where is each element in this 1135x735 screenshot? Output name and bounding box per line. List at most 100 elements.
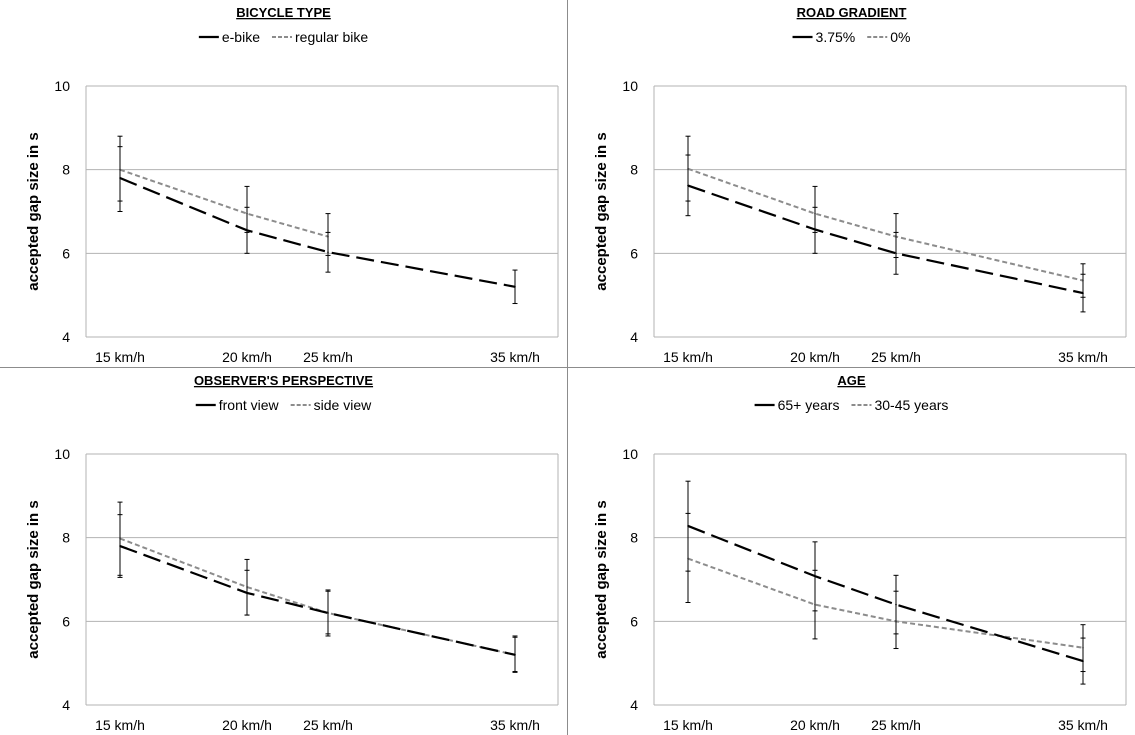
x-tick-label: 25 km/h [303, 349, 353, 365]
legend-entry-e-bike: e-bike [198, 29, 260, 45]
y-axis-label: accepted gap size in s [593, 500, 610, 658]
data-point [1082, 660, 1084, 662]
error-bar [117, 146, 123, 212]
data-point [246, 592, 248, 594]
series-line [687, 184, 1084, 295]
data-point [514, 654, 516, 656]
chart-panel-age: AGE 65+ years 30-45 years 4 6 8 10 15 km/h 20 km… [568, 368, 1135, 735]
data-point [119, 177, 121, 179]
chart-svg: ROAD GRADIENT 3.75% 0% 4 6 8 10 15 km/h 20 km/h 2… [593, 5, 1127, 365]
legend-label: front view [219, 397, 280, 413]
y-axis-label: accepted gap size in s [25, 500, 42, 658]
y-tick-label: 4 [630, 329, 638, 345]
chart-title: BICYCLE TYPE [236, 5, 331, 20]
x-tick-label: 20 km/h [790, 349, 840, 365]
series-side-view [117, 501, 518, 673]
series-line [119, 168, 329, 238]
legend-label: 30-45 years [874, 397, 948, 413]
data-point [814, 575, 816, 577]
chart-svg: BICYCLE TYPE e-bike regular bike 4 6 8 10 15 km… [25, 5, 559, 365]
x-tick-label: 15 km/h [663, 717, 713, 733]
y-tick-label: 8 [630, 162, 638, 178]
series-0 [685, 135, 1086, 298]
legend-label: side view [314, 397, 372, 413]
chart-panel-road-gradient: ROAD GRADIENT 3.75% 0% 4 6 8 10 15 km/h 20 km/h 2… [568, 0, 1135, 367]
y-tick-label: 4 [630, 697, 638, 713]
x-tick-label: 15 km/h [663, 349, 713, 365]
chart-panel-observers-perspective: OBSERVER'S PERSPECTIVE front view side vie… [0, 368, 567, 735]
legend-entry-side-view: side view [290, 397, 372, 413]
data-point [895, 252, 897, 255]
data-point [514, 286, 516, 288]
y-tick-label: 6 [630, 245, 638, 261]
series-e-bike [117, 146, 518, 305]
series-line [687, 557, 1084, 649]
y-tick-label: 6 [62, 613, 70, 629]
legend: 65+ years 30-45 years [754, 397, 948, 413]
legend-entry-0: 0% [867, 29, 910, 45]
y-tick-label: 8 [62, 530, 70, 546]
legend-label: 0% [890, 29, 910, 45]
chart-svg: OBSERVER'S PERSPECTIVE front view side vie… [25, 373, 559, 733]
x-tick-label: 20 km/h [790, 717, 840, 733]
legend: e-bike regular bike [198, 29, 368, 45]
legend-label: 3.75% [816, 29, 856, 45]
legend: 3.75% 0% [792, 29, 910, 45]
x-tick-label: 35 km/h [490, 349, 540, 365]
y-tick-label: 8 [62, 162, 70, 178]
y-tick-label: 6 [630, 613, 638, 629]
y-tick-label: 10 [54, 446, 70, 462]
data-point [895, 603, 897, 606]
legend-entry-regular-bike: regular bike [271, 29, 368, 45]
chart-panel-bicycle-type: BICYCLE TYPE e-bike regular bike 4 6 8 10 15 km… [0, 0, 567, 367]
data-point [814, 228, 816, 231]
series-65-years [685, 480, 1086, 685]
series-regular-bike [117, 135, 331, 256]
y-tick-label: 10 [622, 446, 638, 462]
horizontal-divider [0, 367, 1135, 368]
series-line [687, 524, 1084, 663]
legend-entry-3-75: 3.75% [792, 29, 856, 45]
data-point [327, 612, 329, 614]
legend-entry-65-years: 65+ years [754, 397, 840, 413]
series-line [119, 177, 516, 288]
y-tick-label: 10 [54, 78, 70, 94]
x-tick-label: 20 km/h [222, 717, 272, 733]
data-point [119, 545, 121, 547]
chart-title: ROAD GRADIENT [797, 5, 907, 20]
legend-label: regular bike [295, 29, 368, 45]
y-tick-label: 4 [62, 329, 70, 345]
series-line [119, 545, 516, 656]
y-tick-label: 6 [62, 245, 70, 261]
y-tick-label: 8 [630, 530, 638, 546]
series-front-view [117, 514, 518, 673]
series-line [119, 537, 516, 656]
x-tick-label: 20 km/h [222, 349, 272, 365]
legend: front view side view [195, 397, 372, 413]
y-tick-label: 10 [622, 78, 638, 94]
x-tick-label: 25 km/h [871, 717, 921, 733]
chart-title: AGE [837, 373, 866, 388]
legend-entry-30-45-years: 30-45 years [851, 397, 948, 413]
x-tick-label: 35 km/h [1058, 349, 1108, 365]
x-tick-label: 35 km/h [490, 717, 540, 733]
x-tick-label: 15 km/h [95, 717, 145, 733]
y-tick-label: 4 [62, 697, 70, 713]
series-line [687, 167, 1084, 282]
data-point [687, 525, 689, 527]
y-axis-label: accepted gap size in s [593, 132, 610, 290]
x-tick-label: 25 km/h [303, 717, 353, 733]
chart-title: OBSERVER'S PERSPECTIVE [194, 373, 373, 388]
legend-entry-front-view: front view [195, 397, 280, 413]
x-tick-label: 15 km/h [95, 349, 145, 365]
x-tick-label: 25 km/h [871, 349, 921, 365]
x-tick-label: 35 km/h [1058, 717, 1108, 733]
data-point [327, 251, 329, 253]
chart-svg: AGE 65+ years 30-45 years 4 6 8 10 15 km/h 20 km… [593, 373, 1127, 733]
data-point [1082, 292, 1084, 294]
error-bar [812, 206, 818, 254]
series-3-75 [685, 154, 1086, 313]
legend-label: 65+ years [778, 397, 840, 413]
legend-label: e-bike [222, 29, 260, 45]
